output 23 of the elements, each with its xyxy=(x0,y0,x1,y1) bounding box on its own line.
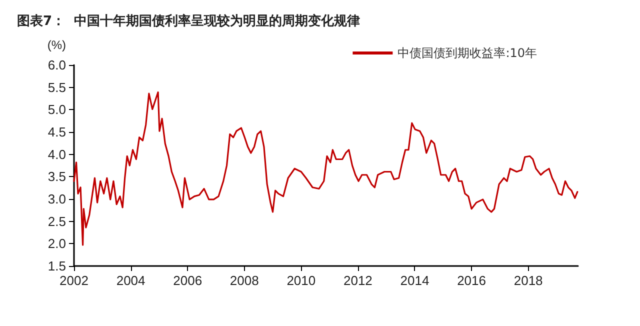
y-tick-label: 6.0 xyxy=(48,58,66,72)
chart-title: 图表7： 中国十年期国债利率呈现较为明显的周期变化规律 xyxy=(17,13,360,29)
x-tick-label: 2012 xyxy=(343,273,372,288)
y-tick-label: 4.5 xyxy=(48,124,66,140)
y-tick-label: 5.5 xyxy=(48,80,66,95)
y-tick-label: 3.5 xyxy=(48,169,66,184)
x-tick-label: 2008 xyxy=(230,273,259,288)
legend-label: 中债国债到期收益率:10年 xyxy=(398,46,537,60)
y-axis-title: (%) xyxy=(47,38,66,52)
x-tick-label: 2018 xyxy=(514,273,543,288)
line-series xyxy=(73,91,578,246)
y-tick-label: 2.0 xyxy=(48,236,66,252)
x-tick-label: 2002 xyxy=(60,273,88,288)
y-tick-label: 2.5 xyxy=(48,214,66,229)
y-tick-label: 5.0 xyxy=(48,102,66,118)
x-tick-label: 2006 xyxy=(173,273,202,288)
y-tick-label: 1.5 xyxy=(48,258,66,274)
x-tick-label: 2004 xyxy=(116,273,146,288)
y-tick-label: 3.0 xyxy=(48,192,66,206)
x-tick-label: 2010 xyxy=(286,273,316,288)
y-tick-label: 4.0 xyxy=(48,146,66,162)
x-tick-label: 2016 xyxy=(457,273,486,288)
x-tick-label: 2014 xyxy=(400,273,430,288)
